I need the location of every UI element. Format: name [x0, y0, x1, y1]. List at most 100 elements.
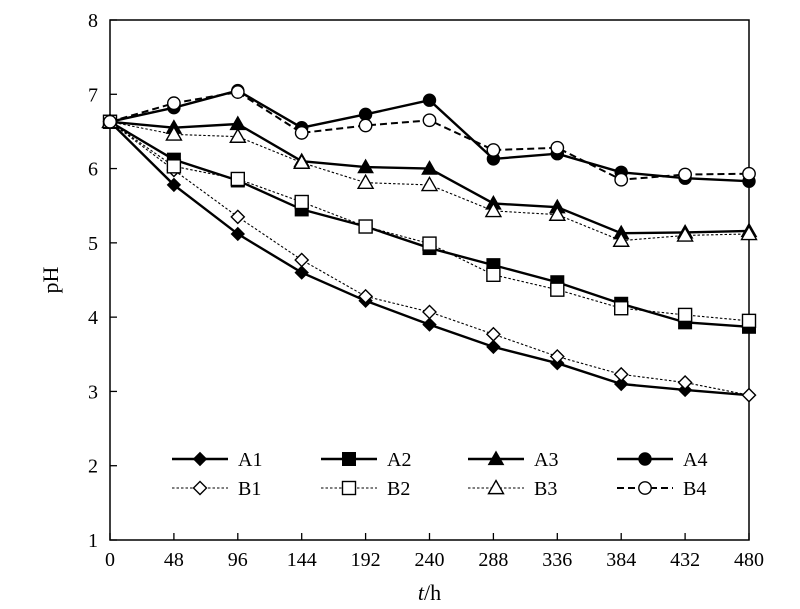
- data-point-b4: [230, 85, 245, 99]
- data-point-b3: [612, 231, 630, 247]
- data-point-b1: [677, 375, 693, 391]
- data-point-b3: [548, 205, 567, 221]
- x-tick-label: 480: [734, 549, 764, 571]
- data-point-a1: [230, 226, 246, 242]
- data-point-b2: [230, 171, 246, 187]
- legend-marker-a2: [342, 452, 356, 466]
- series-a2: [103, 114, 756, 334]
- x-axis-label-unit: /h: [424, 580, 441, 605]
- data-point-b2: [614, 301, 629, 316]
- data-point-b1: [485, 326, 501, 342]
- series-line-b2: [109, 121, 750, 322]
- legend-marker-a3: [487, 450, 505, 466]
- legend-marker-b1: [192, 480, 208, 496]
- data-point-b3: [229, 127, 247, 143]
- data-point-b2: [486, 267, 501, 282]
- legend-label-a1: A1: [238, 449, 262, 471]
- legend-label-a2: A2: [387, 449, 411, 471]
- data-point-b2: [166, 159, 182, 174]
- legend-label-a4: A4: [683, 449, 707, 471]
- data-point-b2: [358, 219, 373, 234]
- data-point-b3: [676, 226, 694, 242]
- data-point-b1: [294, 252, 310, 268]
- data-point-b4: [742, 166, 756, 181]
- data-point-a4: [422, 93, 437, 107]
- x-tick-label: 336: [542, 549, 572, 571]
- legend-item-b2: B2: [321, 478, 410, 500]
- y-tick-label: 3: [88, 381, 98, 403]
- legend: A1 A2 A3 A4 B1 B2 B3 B4: [172, 449, 707, 500]
- y-tick-label: 1: [88, 530, 98, 552]
- x-axis-label: t/h: [418, 580, 441, 605]
- data-point-b4: [614, 172, 629, 187]
- data-point-b2: [422, 236, 437, 251]
- data-point-a1: [422, 317, 437, 332]
- data-point-b4: [294, 126, 309, 140]
- data-point-b3: [420, 176, 439, 192]
- legend-label-a3: A3: [534, 449, 558, 471]
- legend-marker-a1: [192, 451, 208, 467]
- x-tick-label: 48: [164, 549, 184, 571]
- data-point-a1: [486, 339, 501, 355]
- data-point-b3: [292, 153, 311, 169]
- x-tick-label: 240: [415, 549, 445, 571]
- data-point-b4: [550, 140, 565, 155]
- data-point-b4: [166, 96, 181, 111]
- series-a1: [102, 114, 757, 403]
- y-tick-label: 6: [88, 159, 98, 181]
- legend-label-b4: B4: [683, 478, 706, 500]
- x-tick-label: 144: [287, 549, 317, 571]
- data-point-b1: [549, 349, 565, 365]
- data-point-a3: [421, 160, 438, 175]
- legend-item-b1: B1: [172, 478, 261, 500]
- y-tick-label: 2: [88, 456, 98, 478]
- data-point-b1: [358, 288, 374, 304]
- legend-marker-b2: [341, 480, 357, 496]
- data-point-b1: [422, 304, 437, 320]
- x-tick-label: 288: [478, 549, 508, 571]
- series-layer: [101, 83, 758, 403]
- series-line-a2: [109, 120, 750, 328]
- legend-item-b4: B4: [617, 478, 706, 500]
- y-tick-label: 5: [88, 233, 98, 255]
- data-point-b2: [677, 307, 693, 323]
- y-tick-label: 4: [88, 307, 98, 329]
- legend-marker-b3: [487, 479, 505, 495]
- data-point-b4: [678, 167, 692, 182]
- legend-item-a3: A3: [468, 449, 558, 471]
- data-point-b4: [358, 118, 373, 133]
- series-b4: [103, 85, 756, 187]
- data-point-b3: [740, 225, 758, 241]
- y-axis-label: pH: [38, 266, 63, 293]
- legend-marker-a4: [638, 452, 652, 466]
- legend-item-a2: A2: [321, 449, 411, 471]
- data-point-b4: [486, 143, 501, 157]
- axes: 1 2 3 4 5 6 7 8 0 48 96 144 192 240 288 336 384 432 480: [88, 10, 764, 571]
- legend-item-a1: A1: [172, 449, 262, 471]
- data-point-b2: [550, 282, 565, 297]
- data-point-b4: [103, 114, 117, 129]
- y-tick-label: 8: [88, 10, 98, 32]
- data-point-b2: [741, 313, 757, 329]
- x-tick-label: 96: [228, 549, 248, 571]
- legend-marker-b4: [638, 481, 652, 495]
- data-point-b2: [294, 194, 309, 210]
- series-b3: [101, 112, 758, 247]
- legend-item-b3: B3: [468, 478, 557, 500]
- legend-item-a4: A4: [617, 449, 707, 471]
- data-point-b4: [422, 113, 437, 128]
- data-point-b3: [356, 173, 375, 190]
- data-point-b3: [165, 125, 183, 141]
- data-point-a1: [613, 376, 629, 392]
- series-b2: [102, 114, 757, 329]
- x-tick-label: 192: [351, 549, 381, 571]
- x-tick-label: 0: [105, 549, 115, 571]
- legend-label-b1: B1: [238, 478, 261, 500]
- data-point-a3: [229, 115, 247, 131]
- data-point-b3: [484, 202, 503, 218]
- y-tick-label: 7: [88, 84, 98, 106]
- legend-label-b2: B2: [387, 478, 410, 500]
- x-axis-label-italic: t: [418, 580, 425, 605]
